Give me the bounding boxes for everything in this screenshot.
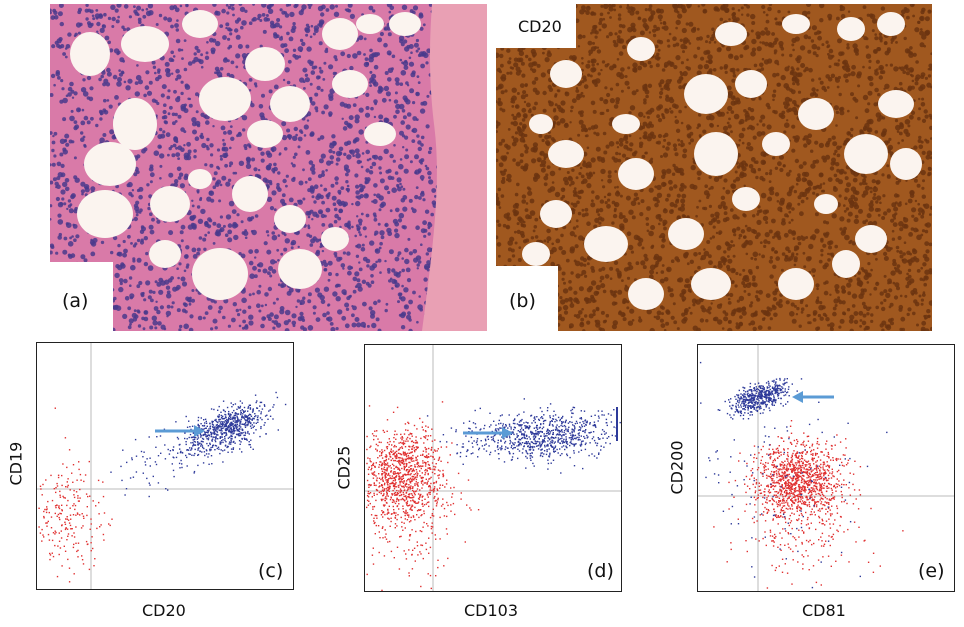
red-scatter: [366, 430, 480, 591]
blue-population: [426, 398, 621, 474]
y-axis-label-e: CD200: [667, 440, 687, 495]
histology-cd20-image: [496, 4, 932, 331]
red-population: [728, 420, 862, 538]
panel-label-b: (b): [509, 290, 536, 312]
panel-label-d: (d): [587, 560, 614, 582]
x-axis-label-c: CD20: [142, 601, 186, 620]
flow-plot-c: [36, 342, 294, 590]
arrow-icon: [792, 391, 834, 403]
red-population: [38, 407, 113, 583]
bone-trabecula: [422, 4, 487, 331]
panel-label-a: (a): [62, 290, 89, 312]
blue-scatter: [699, 361, 888, 589]
panel-label-c: (c): [258, 560, 284, 582]
flow-plot-d: [364, 344, 622, 592]
panel-label-e: (e): [918, 560, 945, 582]
blue-population: [177, 391, 287, 467]
label-box-b-top: [496, 4, 576, 48]
he-stain-micrograph: [50, 4, 487, 331]
histology-he-image: [50, 4, 487, 331]
scatter-d: [365, 345, 621, 591]
scatter-e: [698, 345, 954, 591]
y-axis-label-c: CD19: [6, 441, 26, 486]
label-box-b: [496, 266, 558, 332]
x-axis-label-d: CD103: [464, 601, 519, 620]
stain-label-cd20: CD20: [518, 17, 562, 36]
fat-vacuoles: [522, 12, 922, 310]
y-axis-label-d: CD25: [334, 445, 354, 490]
blue-tail: [110, 406, 251, 498]
arrow-icon: [463, 427, 513, 439]
arrow-icon: [155, 425, 205, 437]
x-axis-label-e: CD81: [802, 601, 846, 620]
red-scatter: [713, 432, 904, 589]
blue-population: [717, 377, 801, 420]
flow-plot-e: [697, 344, 955, 592]
label-box-a: [50, 262, 113, 332]
cd20-stain-micrograph: [496, 4, 932, 331]
scatter-c: [37, 343, 293, 589]
